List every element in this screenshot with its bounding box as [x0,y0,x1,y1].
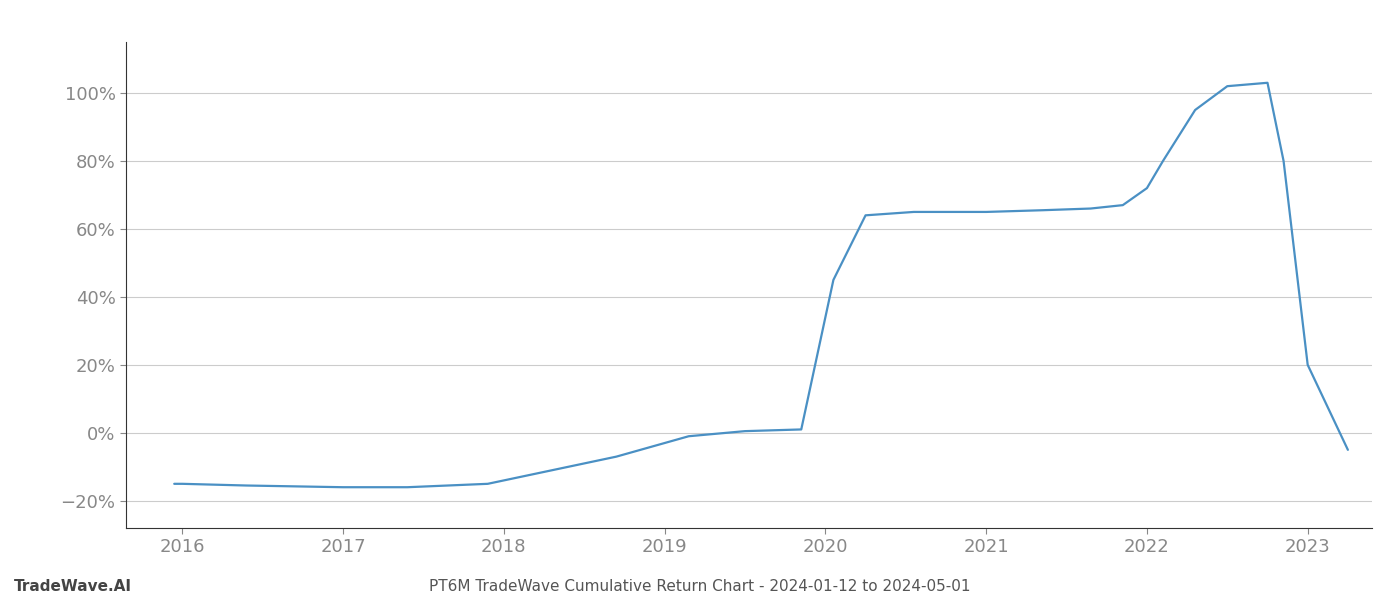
Text: PT6M TradeWave Cumulative Return Chart - 2024-01-12 to 2024-05-01: PT6M TradeWave Cumulative Return Chart -… [430,579,970,594]
Text: TradeWave.AI: TradeWave.AI [14,579,132,594]
